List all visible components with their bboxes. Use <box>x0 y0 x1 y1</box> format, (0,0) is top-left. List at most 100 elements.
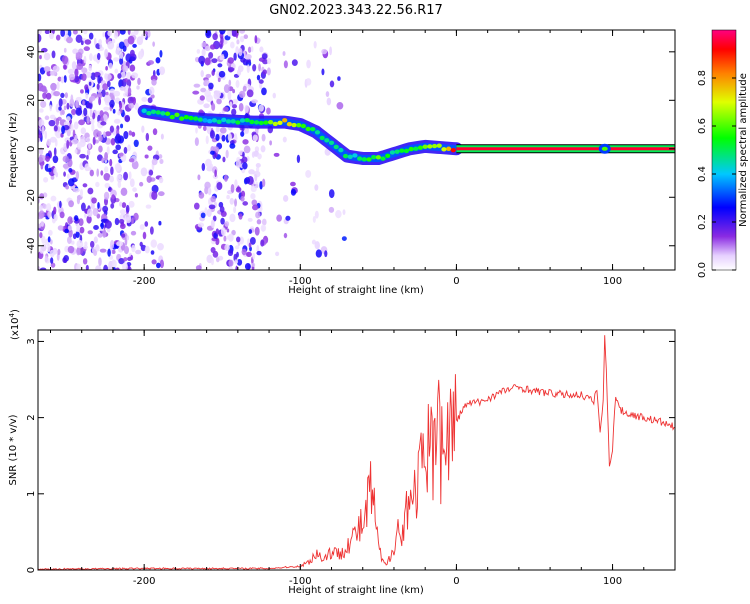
noise-speck <box>226 228 230 233</box>
ridge-blob <box>352 153 358 158</box>
noise-speck <box>244 53 252 60</box>
noise-speck <box>91 123 95 132</box>
noise-speck <box>212 33 218 41</box>
colorbar-tick-label: 0.0 <box>697 262 708 278</box>
ridge-blob <box>291 122 297 128</box>
noise-speck <box>109 88 115 94</box>
noise-speck <box>112 149 118 155</box>
noise-speck <box>104 94 111 104</box>
noise-speck <box>67 225 73 231</box>
noise-speck <box>49 249 55 258</box>
noise-speck <box>204 57 211 66</box>
noise-speck <box>62 155 69 163</box>
noise-speck <box>227 91 232 101</box>
ridge-blob <box>342 153 349 159</box>
noise-speck <box>225 149 229 159</box>
noise-speck <box>200 87 207 93</box>
noise-speck <box>127 87 132 96</box>
noise-speck <box>102 229 107 238</box>
noise-speck <box>252 252 256 260</box>
noise-speck <box>305 78 312 86</box>
noise-speck <box>80 127 87 135</box>
noise-speck <box>66 36 73 44</box>
ridge-blob <box>263 120 269 125</box>
noise-speck <box>234 179 238 189</box>
noise-speck <box>83 55 87 64</box>
noise-speck <box>38 210 45 219</box>
noise-speck <box>53 147 57 157</box>
noise-speck <box>49 239 53 245</box>
noise-speck <box>193 202 200 210</box>
noise-speck <box>224 244 230 251</box>
ridge-blob <box>441 147 447 152</box>
noise-speck <box>251 151 255 158</box>
noise-speck <box>104 73 108 80</box>
noise-speck <box>210 195 216 203</box>
noise-speck <box>67 216 73 225</box>
noise-speck <box>215 256 220 263</box>
noise-speck <box>59 200 62 209</box>
noise-speck <box>231 229 236 236</box>
noise-speck <box>124 78 128 83</box>
ridge-blob <box>272 121 278 127</box>
noise-speck <box>305 169 312 178</box>
noise-speck <box>108 62 113 69</box>
noise-speck <box>114 163 121 171</box>
colorbar-label: Normalized spectral amplitude <box>738 73 749 227</box>
noise-speck <box>131 244 136 253</box>
noise-speck <box>128 200 135 208</box>
noise-speck <box>120 123 124 129</box>
noise-speck <box>43 52 51 61</box>
ridge-blob <box>300 123 307 129</box>
noise-speck <box>102 32 106 38</box>
noise-speck <box>256 250 262 256</box>
noise-speck <box>117 73 122 79</box>
noise-speck <box>38 205 43 211</box>
ridge-blob <box>431 143 438 149</box>
y-tick-label: 0 <box>26 146 37 152</box>
noise-speck <box>131 217 134 225</box>
noise-speck <box>255 211 261 219</box>
noise-speck <box>228 266 233 270</box>
noise-speck <box>235 79 240 88</box>
noise-speck <box>222 106 229 112</box>
noise-speck <box>152 70 156 77</box>
snr-plot-area <box>38 335 675 570</box>
noise-speck <box>216 181 223 191</box>
noise-speck <box>217 63 223 68</box>
noise-speck <box>144 245 150 254</box>
noise-speck <box>244 177 251 184</box>
noise-speck <box>43 66 51 72</box>
noise-speck <box>127 96 134 105</box>
noise-speck <box>119 201 123 207</box>
noise-speck <box>102 205 109 213</box>
noise-speck <box>239 35 245 43</box>
noise-speck <box>136 85 140 90</box>
noise-speck <box>216 98 222 105</box>
noise-speck <box>116 240 124 247</box>
noise-speck <box>312 216 316 223</box>
noise-speck <box>241 248 247 256</box>
noise-speck <box>234 198 238 207</box>
noise-speck <box>41 244 47 252</box>
noise-speck <box>210 150 215 155</box>
noise-speck <box>70 123 74 132</box>
ridge-blob <box>422 144 428 149</box>
noise-speck <box>251 99 258 104</box>
noise-speck <box>115 133 121 142</box>
noise-speck <box>75 171 80 180</box>
noise-speck <box>203 79 210 87</box>
noise-speck <box>80 202 86 212</box>
colorbar-tick-label: 0.6 <box>697 118 708 134</box>
noise-speck <box>139 224 145 230</box>
noise-speck <box>229 143 236 149</box>
noise-speck <box>63 171 66 177</box>
ridge-blob <box>338 147 344 153</box>
noise-speck <box>96 168 100 177</box>
noise-speck <box>342 209 346 215</box>
noise-speck <box>127 35 135 45</box>
noise-speck <box>49 136 57 143</box>
spectrogram-ylabel: Frequency (Hz) <box>8 112 19 188</box>
ridge-blob <box>179 116 185 121</box>
noise-speck <box>106 146 110 155</box>
